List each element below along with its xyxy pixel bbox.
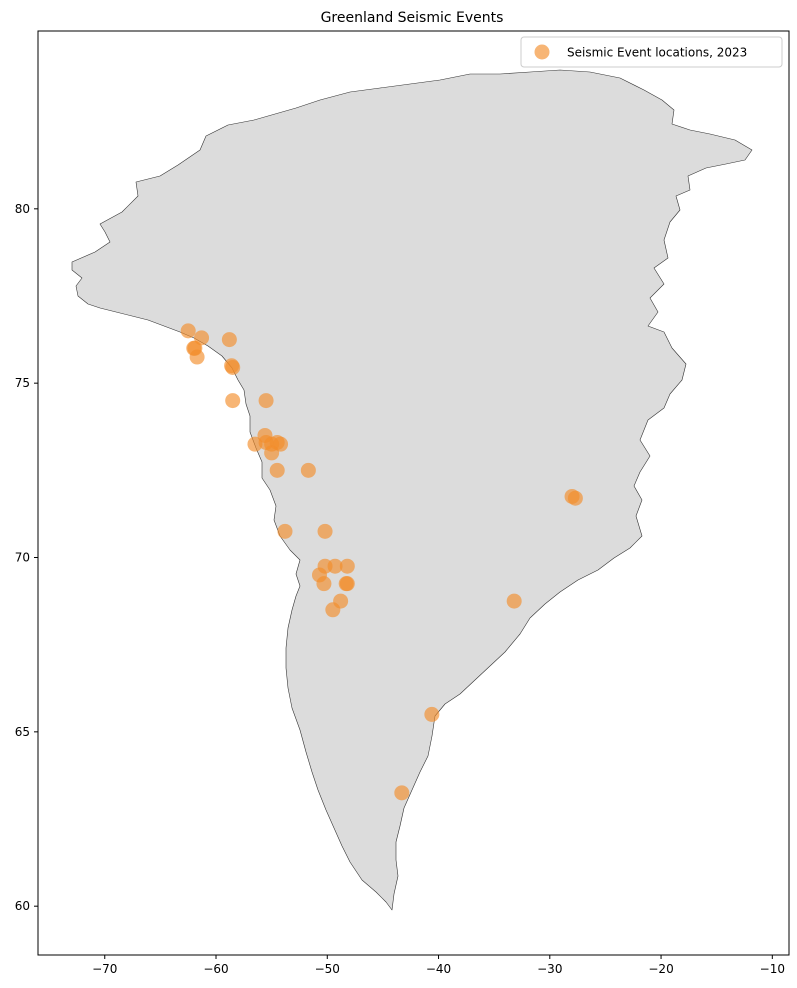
seismic-event-point xyxy=(180,323,196,339)
seismic-event-point xyxy=(258,393,274,409)
x-tick-label: −60 xyxy=(203,962,228,976)
x-tick-label: −50 xyxy=(315,962,340,976)
x-tick-label: −70 xyxy=(92,962,117,976)
y-tick-label: 80 xyxy=(15,202,30,216)
seismic-event-point xyxy=(327,558,343,574)
seismic-event-point xyxy=(567,490,583,506)
seismic-event-point xyxy=(225,393,241,409)
greenland-landmass xyxy=(71,69,753,911)
legend-marker xyxy=(534,44,550,60)
y-tick-label: 75 xyxy=(15,376,30,390)
x-tick-label: −30 xyxy=(537,962,562,976)
seismic-event-point xyxy=(221,332,237,348)
x-tick-label: −10 xyxy=(760,962,785,976)
seismic-event-point xyxy=(269,462,285,478)
axes-frame xyxy=(37,30,790,956)
x-tick-label: −40 xyxy=(426,962,451,976)
seismic-event-point xyxy=(338,576,354,592)
seismic-event-point xyxy=(264,445,280,461)
seismic-event-point xyxy=(506,593,522,609)
seismic-event-point xyxy=(300,462,316,478)
seismic-event-point xyxy=(317,523,333,539)
seismic-event-point xyxy=(424,706,440,722)
axis-ticks: −70 −60 −50 −40 −30 −20 −10 60 65 70 75 80 xyxy=(15,202,785,976)
seismic-event-point xyxy=(394,785,410,801)
seismic-event-point xyxy=(225,359,241,375)
y-tick-label: 60 xyxy=(15,899,30,913)
seismic-event-point xyxy=(189,349,205,365)
seismic-event-points xyxy=(180,323,583,801)
seismic-event-point xyxy=(277,523,293,539)
y-tick-label: 65 xyxy=(15,725,30,739)
legend: Seismic Event locations, 2023 xyxy=(520,36,783,68)
legend-label: Seismic Event locations, 2023 xyxy=(567,46,747,60)
seismic-event-point xyxy=(247,436,263,452)
x-tick-label: −20 xyxy=(648,962,673,976)
greenland-land-polygon xyxy=(71,69,753,911)
y-tick-label: 70 xyxy=(15,551,30,565)
seismic-event-point xyxy=(339,558,355,574)
seismic-event-point xyxy=(316,576,332,592)
legend-box xyxy=(520,36,783,68)
seismic-event-point xyxy=(325,602,341,618)
chart-title: Greenland Seismic Events xyxy=(321,10,504,26)
